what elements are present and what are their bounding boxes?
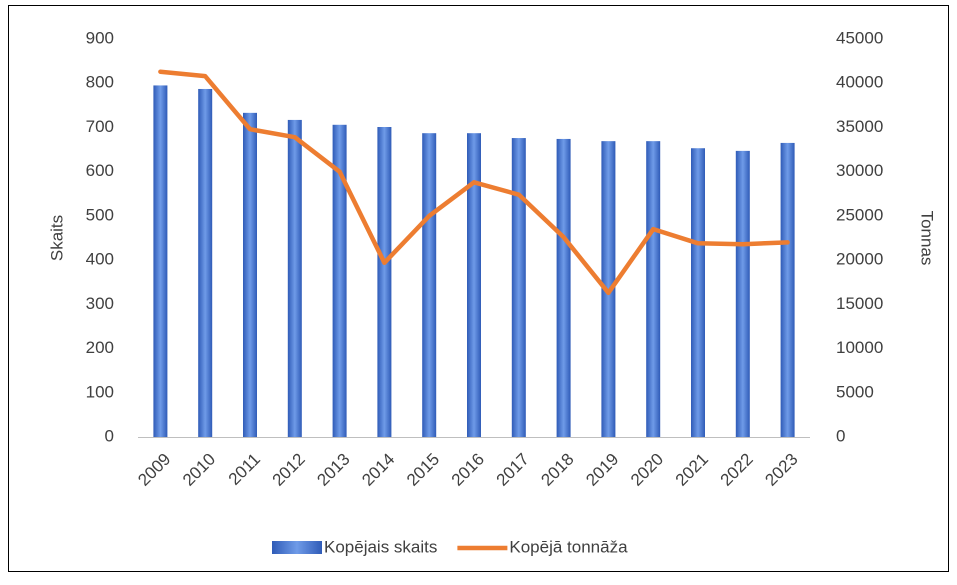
y2-tick-label: 35000: [836, 117, 883, 136]
y-tick-label: 700: [86, 117, 114, 136]
bar: [243, 112, 257, 438]
y-tick-label: 200: [86, 338, 114, 357]
y-tick-label: 0: [105, 426, 114, 445]
x-tick-label: 2009: [134, 450, 174, 490]
x-tick-label: 2015: [403, 450, 443, 490]
bar: [735, 150, 750, 438]
legend-label: Kopējā tonnāža: [509, 537, 628, 556]
y2-axis-title: Tonnas: [918, 211, 937, 266]
line: [158, 69, 790, 296]
y2-tick-label: 25000: [836, 205, 883, 224]
chart-frame: [8, 5, 949, 572]
x-tick-label: 2017: [493, 450, 533, 490]
legend: Kopējais skaits Kopējā tonnāža: [272, 537, 628, 556]
bar: [422, 133, 437, 437]
y-axis-title: Skaits: [47, 215, 66, 261]
legend-label: Kopējais skaits: [324, 537, 437, 556]
x-tick-label: 2012: [269, 450, 309, 490]
bar: [377, 127, 392, 437]
x-tick-label: 2014: [358, 450, 398, 490]
bar: [198, 88, 213, 438]
x-tick-label: 2022: [717, 450, 757, 490]
y2-tick-label: 0: [836, 426, 845, 445]
x-tick-label: 2023: [761, 450, 801, 490]
x-tick-label: 2019: [582, 450, 622, 490]
y2-tick-label: 45000: [836, 28, 883, 47]
bar: [691, 148, 705, 437]
y-tick-label: 500: [86, 205, 114, 224]
x-tick-label: 2021: [672, 450, 712, 490]
bar: [287, 119, 302, 437]
x-tick-label: 2010: [179, 450, 219, 490]
y2-tick-label: 20000: [836, 250, 883, 269]
y-tick-label: 600: [86, 161, 114, 180]
bar: [153, 85, 168, 437]
y2-tick-label: 5000: [836, 382, 874, 401]
bar: [332, 124, 347, 438]
y-tick-label: 400: [86, 250, 114, 269]
y-tick-label: 300: [86, 294, 114, 313]
legend-swatch: [272, 541, 322, 554]
y-tick-label: 800: [86, 73, 114, 92]
y2-tick-label: 40000: [836, 73, 883, 92]
y2-tick-label: 15000: [836, 294, 883, 313]
x-tick-label: 2013: [313, 450, 353, 490]
y2-tick-label: 10000: [836, 338, 883, 357]
bar: [646, 141, 661, 438]
bar: [556, 138, 571, 438]
x-tick-label: 2016: [448, 450, 488, 490]
bar: [467, 133, 481, 437]
y-tick-label: 900: [86, 28, 114, 47]
x-tick-label: 2011: [225, 450, 264, 489]
y2-tick-label: 30000: [836, 161, 883, 180]
y-tick-label: 100: [86, 382, 114, 401]
bar: [511, 138, 526, 437]
x-tick-label: 2018: [537, 450, 577, 490]
x-tick-label: 2020: [627, 450, 667, 490]
bar: [780, 142, 795, 437]
